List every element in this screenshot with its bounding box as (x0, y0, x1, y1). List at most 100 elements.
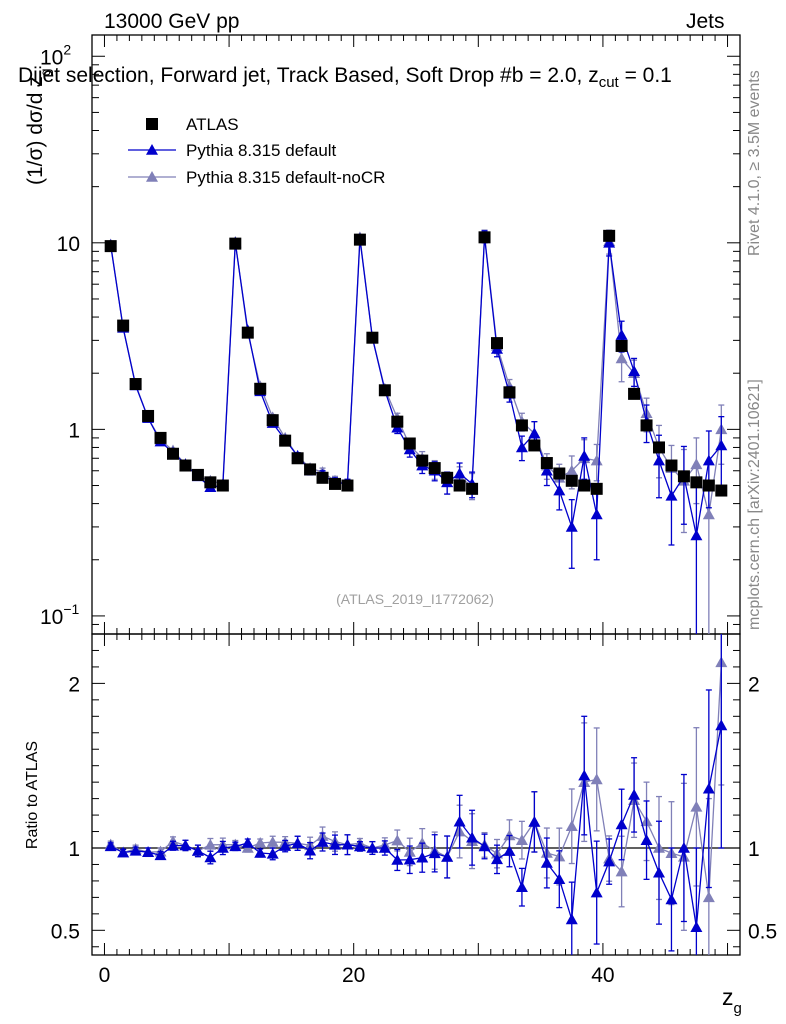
ratio-point-1 (304, 844, 317, 856)
ratio-point-1 (316, 836, 329, 847)
process-label: Jets (686, 10, 725, 33)
data-point-2 (565, 464, 578, 476)
data-point-atlas (391, 415, 404, 428)
data-point-atlas (117, 319, 130, 332)
ratio-point-1 (378, 842, 391, 853)
ratio-point-1 (503, 845, 516, 856)
data-point-2 (615, 352, 628, 364)
mcplots-label: mcplots.cern.ch [arXiv:2401.10621] (746, 379, 763, 630)
data-point-atlas (590, 482, 603, 495)
data-point-atlas (378, 384, 391, 397)
data-point-atlas (266, 414, 279, 427)
data-point-atlas (565, 474, 578, 487)
ratio-tick-label: 1 (68, 838, 80, 861)
ratio-point-1 (154, 849, 167, 861)
data-point-atlas (690, 476, 703, 489)
data-point-1 (615, 329, 628, 340)
ratio-point-1 (241, 837, 254, 848)
ratio-point-1 (491, 853, 503, 865)
ratio-point-1 (578, 769, 591, 781)
ratio-point-1 (353, 840, 366, 852)
data-point-atlas (441, 471, 454, 484)
data-point-atlas (665, 459, 678, 472)
data-point-atlas (167, 447, 179, 460)
data-point-2 (702, 508, 715, 520)
ratio-point-2 (702, 891, 715, 903)
ratio-point-1 (640, 834, 653, 845)
data-point-atlas (316, 471, 329, 484)
data-point-atlas (204, 476, 217, 489)
series-line-1 (110, 236, 722, 536)
ratio-point-1 (279, 840, 292, 851)
plot-title: Dijet selection, Forward jet, Track Base… (18, 64, 740, 91)
data-point-atlas (653, 441, 665, 454)
plot-title-beta: = 2.0, z (529, 64, 599, 87)
ratio-point-1 (540, 856, 553, 868)
ratio-point-2 (204, 838, 217, 850)
ratio-point-1 (515, 881, 528, 892)
ratio-point-2 (391, 834, 404, 846)
data-point-atlas (142, 409, 155, 422)
ratio-point-2 (254, 837, 267, 848)
y-tick-label-exp: −1 (63, 601, 79, 617)
ratio-point-2 (515, 834, 528, 845)
ratio-point-1 (142, 846, 155, 857)
ratio-point-1 (615, 818, 628, 830)
data-point-atlas (291, 452, 304, 465)
ratio-point-1 (341, 838, 354, 850)
ratio-line-2 (110, 662, 722, 898)
x-axis-label-sub: g (734, 1000, 742, 1017)
data-point-1 (603, 236, 616, 248)
data-point-atlas (528, 439, 541, 452)
data-point-2 (690, 458, 703, 470)
ratio-point-1 (553, 873, 566, 885)
plot-title-main: Dijet selection, Forward jet, Track Base… (18, 64, 524, 87)
data-point-1 (515, 441, 528, 453)
ratio-tick-label-right: 1 (748, 838, 760, 861)
data-point-1 (590, 508, 603, 520)
data-point-atlas (715, 484, 728, 497)
ratio-point-1 (528, 815, 541, 827)
data-point-atlas (540, 457, 553, 470)
data-point-atlas (466, 482, 479, 495)
ratio-point-1 (603, 855, 616, 867)
data-point-1 (553, 484, 566, 496)
ratio-point-1 (179, 839, 192, 851)
data-point-1 (628, 365, 641, 377)
main-panel: (ATLAS_2019_I1772062) (104, 229, 728, 634)
data-point-atlas (191, 468, 204, 481)
data-point-atlas (702, 479, 715, 492)
data-point-atlas (254, 382, 267, 395)
ratio-point-1 (266, 847, 279, 859)
data-point-atlas (503, 386, 516, 399)
ratio-point-2 (690, 800, 703, 812)
data-point-atlas (179, 459, 192, 472)
data-point-atlas (478, 231, 491, 244)
ratio-panel (92, 634, 740, 955)
data-point-1 (578, 449, 591, 461)
ratio-tick-label-right: 2 (748, 673, 760, 696)
data-point-atlas (229, 237, 242, 250)
ratio-point-1 (715, 719, 728, 731)
ratio-frame (91, 633, 741, 956)
ratio-point-1 (329, 838, 341, 850)
legend-label: Pythia 8.315 default (186, 141, 337, 160)
data-point-atlas (453, 479, 466, 492)
data-point-1 (565, 520, 578, 532)
y-axis-label-sub: g (37, 68, 53, 76)
ratio-point-2 (266, 836, 279, 847)
ratio-point-1 (366, 842, 379, 853)
ratio-point-1 (665, 893, 678, 905)
energy-label: 13000 GeV pp (104, 10, 240, 33)
data-point-atlas (129, 378, 142, 391)
y-tick-label: 1 (68, 419, 80, 442)
ratio-point-1 (677, 842, 690, 853)
data-point-atlas (329, 477, 341, 490)
data-point-atlas (241, 326, 254, 339)
ratio-tick-label: 0.5 (51, 920, 80, 943)
x-tick-label: 0 (99, 964, 111, 987)
ratio-point-1 (291, 837, 304, 849)
ratio-point-1 (204, 851, 217, 863)
